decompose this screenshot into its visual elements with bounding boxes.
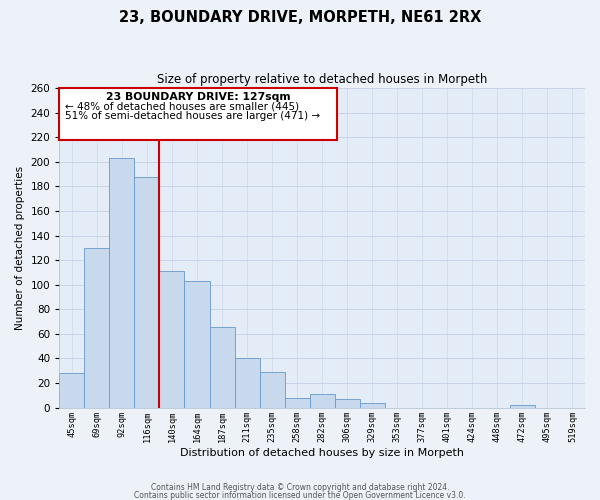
Bar: [510, 405, 535, 407]
Bar: [335, 399, 360, 407]
Text: 23 BOUNDARY DRIVE: 127sqm: 23 BOUNDARY DRIVE: 127sqm: [106, 92, 290, 102]
Y-axis label: Number of detached properties: Number of detached properties: [15, 166, 25, 330]
Bar: [85, 248, 109, 408]
Bar: [209, 326, 235, 407]
Bar: [109, 158, 134, 408]
Bar: [284, 398, 310, 407]
Text: Contains public sector information licensed under the Open Government Licence v3: Contains public sector information licen…: [134, 490, 466, 500]
Bar: [360, 402, 385, 407]
X-axis label: Distribution of detached houses by size in Morpeth: Distribution of detached houses by size …: [180, 448, 464, 458]
Bar: [59, 373, 85, 408]
Bar: [160, 271, 184, 407]
Bar: [310, 394, 335, 407]
Title: Size of property relative to detached houses in Morpeth: Size of property relative to detached ho…: [157, 72, 487, 86]
Text: 51% of semi-detached houses are larger (471) →: 51% of semi-detached houses are larger (…: [65, 112, 320, 122]
Bar: [260, 372, 284, 408]
Text: ← 48% of detached houses are smaller (445): ← 48% of detached houses are smaller (44…: [65, 102, 299, 112]
Bar: [235, 358, 260, 408]
Bar: [134, 176, 160, 408]
Text: Contains HM Land Registry data © Crown copyright and database right 2024.: Contains HM Land Registry data © Crown c…: [151, 484, 449, 492]
Text: 23, BOUNDARY DRIVE, MORPETH, NE61 2RX: 23, BOUNDARY DRIVE, MORPETH, NE61 2RX: [119, 10, 481, 25]
Bar: [184, 281, 209, 407]
FancyBboxPatch shape: [59, 88, 337, 140]
